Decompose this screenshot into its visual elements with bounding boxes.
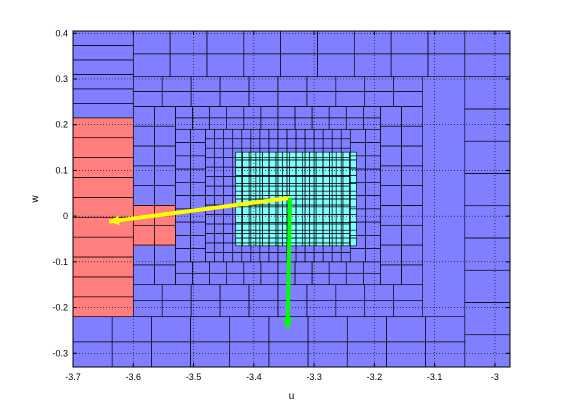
cell-block-ring1-top <box>132 76 423 107</box>
cell <box>365 128 381 143</box>
y-tick-label: 0.3 <box>55 74 68 84</box>
x-axis-label: u <box>289 391 295 402</box>
y-tick-label: 0.4 <box>55 28 68 38</box>
x-tick-label: -3.3 <box>306 372 322 382</box>
y-tick-label: 0.2 <box>55 120 68 130</box>
x-axis-ticks: -3.7 -3.6 -3.5 -3.4 -3.3 -3.2 -3.1 -3 <box>65 31 499 382</box>
x-tick-label: -3.2 <box>367 372 383 382</box>
yellow-arrow <box>108 195 291 226</box>
plot-area <box>72 30 511 368</box>
axes-frame <box>72 30 511 368</box>
x-tick-label: -3.7 <box>65 372 81 382</box>
y-tick-label: -0.2 <box>52 303 68 313</box>
y-tick-label: 0 <box>63 211 68 221</box>
cell-block-ring2-top <box>175 106 381 130</box>
x-tick-label: -3.5 <box>186 372 202 382</box>
green-arrow-shaft <box>285 197 292 329</box>
yellow-arrow-head <box>109 215 120 226</box>
y-tick-label: -0.3 <box>52 348 68 358</box>
cell-block-right-col <box>464 76 511 368</box>
cell <box>401 106 423 127</box>
x-tick-label: -3.4 <box>246 372 262 382</box>
cell <box>393 76 423 92</box>
y-tick-label: -0.1 <box>52 257 68 267</box>
x-tick-label: -3.1 <box>427 372 443 382</box>
x-tick-label: -3 <box>491 372 499 382</box>
cell <box>340 128 351 140</box>
cell <box>349 151 357 161</box>
y-tick-label: 0.1 <box>55 165 68 175</box>
cell <box>363 106 381 119</box>
green-arrow-head <box>282 318 293 329</box>
x-tick-label: -3.6 <box>126 372 142 382</box>
y-axis-ticks: -0.3 -0.2 -0.1 0 0.1 0.2 0.3 0.4 <box>52 28 510 358</box>
y-axis-label: w <box>30 195 41 204</box>
green-arrow <box>282 197 293 329</box>
yellow-arrow-shaft <box>108 195 291 224</box>
